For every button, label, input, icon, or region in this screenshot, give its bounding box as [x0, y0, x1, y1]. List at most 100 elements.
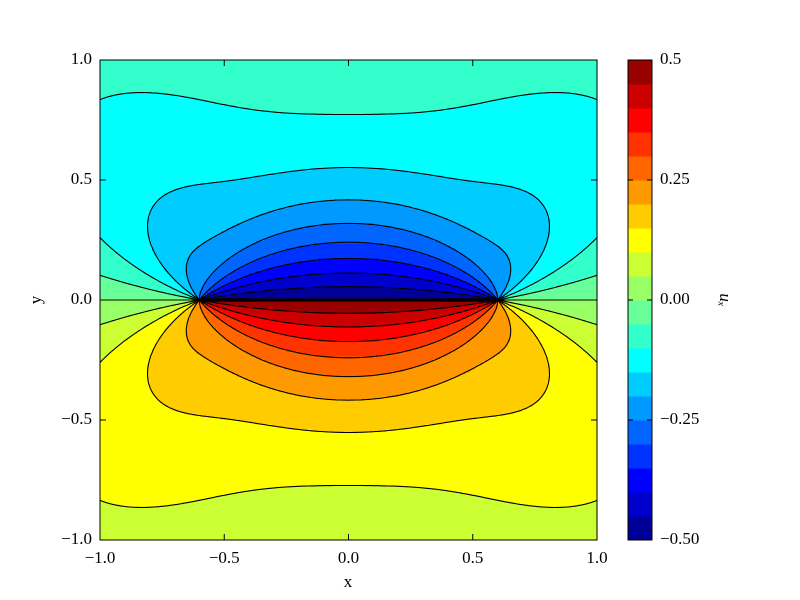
contour-band	[432, 359, 489, 363]
contour-band	[219, 266, 243, 270]
contour-band	[316, 200, 382, 204]
contour-band	[100, 369, 148, 373]
contour-band	[100, 273, 148, 277]
colorbar-tick-label: 0.5	[660, 49, 681, 68]
contour-band	[510, 318, 524, 322]
contour-band	[514, 291, 536, 295]
contour-band	[276, 266, 422, 270]
contour-band	[582, 278, 598, 282]
contour-band	[475, 278, 491, 282]
contour-band	[587, 351, 598, 355]
contour-band	[510, 258, 538, 262]
contour-band	[100, 338, 126, 343]
contour-band	[532, 404, 598, 408]
contour-band	[226, 283, 248, 287]
contour-band	[100, 527, 598, 531]
y-tick-label: −0.5	[61, 409, 92, 428]
contour-band	[482, 283, 494, 287]
contour-band	[524, 321, 546, 325]
contour-band	[589, 321, 598, 325]
contour-band	[100, 376, 148, 380]
contour-band	[100, 509, 598, 513]
contour-band	[186, 258, 228, 262]
contour-band	[132, 313, 168, 317]
contour-band	[100, 472, 598, 476]
contour-band	[574, 92, 598, 96]
contour-band	[495, 308, 506, 312]
contour-band	[100, 404, 166, 408]
contour-band	[470, 258, 511, 262]
contour-band	[189, 253, 235, 257]
contour-band	[495, 243, 546, 247]
contour-band	[450, 333, 476, 338]
contour-band	[100, 115, 598, 119]
contour-band	[186, 321, 210, 325]
contour-band	[112, 349, 153, 353]
contour-band	[510, 266, 533, 270]
contour-band	[100, 293, 176, 297]
contour-band	[547, 384, 598, 388]
contour-band	[495, 354, 546, 358]
contour-band	[209, 238, 265, 242]
contour-band	[206, 306, 213, 310]
contour-band	[408, 170, 598, 174]
contour-band	[100, 107, 250, 111]
contour-band	[507, 281, 521, 285]
contour-band	[512, 411, 598, 415]
contour-band	[574, 341, 598, 345]
contour-band	[246, 283, 451, 287]
contour-band	[510, 301, 598, 305]
contour-band	[164, 92, 533, 96]
contour-band	[532, 504, 576, 508]
contour-band	[408, 391, 546, 395]
contour-band	[450, 263, 476, 267]
contour-band	[298, 261, 399, 265]
contour-band	[100, 117, 598, 121]
contour-band	[224, 336, 253, 340]
contour-band	[256, 326, 442, 330]
contour-band	[194, 349, 243, 353]
contour-band	[236, 278, 273, 282]
contour-band	[574, 281, 598, 285]
contour-band	[251, 243, 315, 247]
contour-band	[100, 434, 598, 438]
y-tick-label: 1.0	[71, 49, 92, 68]
contour-band	[465, 271, 484, 275]
contour-band	[226, 313, 248, 317]
contour-band	[470, 369, 551, 373]
contour-band	[418, 208, 546, 212]
contour-band	[186, 261, 225, 265]
contour-band	[549, 230, 598, 235]
contour-band	[159, 399, 538, 403]
contour-band	[544, 391, 598, 395]
contour-band	[544, 248, 586, 252]
contour-band	[428, 110, 598, 114]
contour-band	[172, 321, 188, 325]
contour-band	[100, 261, 131, 265]
contour-band	[559, 331, 598, 335]
contour-band	[477, 233, 551, 237]
contour-band	[410, 263, 451, 267]
contour-band	[527, 311, 556, 315]
contour-band	[159, 258, 188, 262]
contour-band	[167, 283, 181, 287]
contour-band	[440, 326, 466, 330]
contour-band	[271, 173, 427, 177]
contour-band	[186, 301, 193, 305]
contour-band	[592, 240, 598, 245]
contour-band	[380, 396, 541, 400]
contour-band	[278, 208, 419, 212]
contour-band	[445, 243, 496, 247]
contour-band	[229, 308, 275, 312]
contour-band	[206, 303, 215, 307]
contour-band	[206, 301, 215, 305]
contour-band	[100, 238, 104, 242]
contour-band	[539, 278, 583, 282]
contour-band	[490, 306, 499, 310]
contour-band	[485, 286, 496, 290]
contour-band	[157, 278, 176, 282]
contour-band	[534, 281, 576, 285]
contour-band	[244, 220, 454, 224]
colorbar-band	[628, 492, 652, 517]
contour-band	[142, 311, 171, 315]
